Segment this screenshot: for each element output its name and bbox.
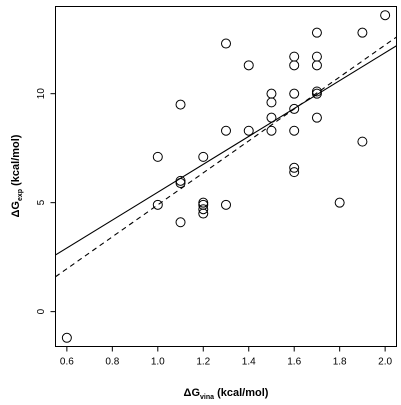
data-point	[311, 27, 322, 38]
data-points	[61, 10, 391, 343]
x-tick-label: 2.0	[378, 357, 392, 368]
data-point	[198, 204, 209, 215]
data-point	[266, 125, 277, 136]
data-point	[221, 125, 231, 136]
data-point	[334, 197, 345, 208]
x-tick-label: 1.0	[151, 357, 165, 368]
y-tick-label: 0	[36, 308, 47, 314]
data-point	[357, 136, 368, 147]
x-tick-label: 0.6	[60, 357, 74, 368]
data-point	[175, 99, 186, 110]
data-point	[289, 103, 300, 114]
fit-lines	[55, 36, 397, 278]
y-axis: 0 5 10	[36, 88, 56, 314]
data-point	[61, 332, 72, 343]
data-point	[243, 125, 254, 136]
x-axis-title: ΔGvina (kcal/mol)	[184, 387, 269, 401]
y-tick-label: 10	[36, 88, 47, 100]
data-point	[289, 162, 300, 173]
data-point	[289, 60, 300, 71]
x-tick-label: 1.8	[333, 357, 347, 368]
data-point	[175, 217, 186, 228]
data-point	[289, 167, 300, 178]
data-point	[289, 51, 300, 62]
data-point	[198, 151, 209, 162]
data-point	[357, 27, 368, 38]
data-point	[311, 60, 322, 71]
data-point	[289, 125, 300, 136]
data-point	[175, 175, 186, 186]
data-point	[243, 60, 254, 71]
data-point	[311, 86, 322, 97]
x-axis: 0.6 0.8 1.0 1.2 1.4 1.6 1.8 2.0	[60, 346, 393, 368]
data-point	[311, 112, 322, 123]
data-point	[311, 88, 322, 99]
data-point	[266, 97, 277, 108]
y-axis-title: ΔGexp (kcal/mol)	[10, 134, 24, 217]
fit-line-solid	[55, 45, 397, 256]
fit-line-dashed	[55, 36, 397, 278]
data-point	[152, 199, 163, 210]
x-tick-label: 0.8	[105, 357, 119, 368]
data-point	[152, 151, 163, 162]
data-point	[221, 38, 231, 49]
x-tick-label: 1.4	[242, 357, 256, 368]
x-tick-label: 1.2	[196, 357, 210, 368]
data-point	[266, 112, 277, 123]
data-point	[380, 10, 391, 21]
y-tick-label: 5	[36, 199, 47, 205]
data-point	[289, 88, 300, 99]
data-point	[266, 88, 277, 99]
plot-frame	[55, 6, 397, 347]
data-point	[175, 178, 186, 189]
data-point	[198, 197, 209, 208]
data-point	[198, 199, 209, 210]
data-point	[311, 51, 322, 62]
x-tick-label: 1.6	[287, 357, 301, 368]
data-point	[221, 199, 231, 210]
